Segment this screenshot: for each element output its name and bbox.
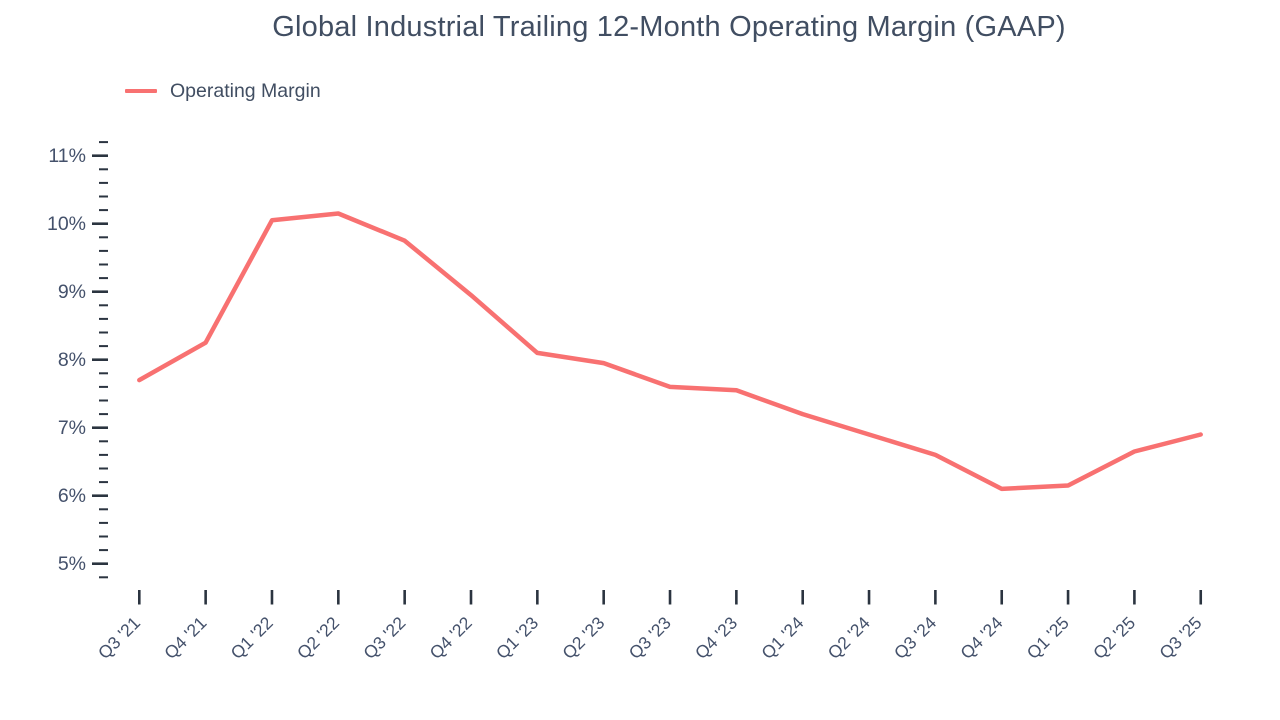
x-axis-label: Q1 '25 xyxy=(1023,613,1073,663)
x-axis-label: Q2 '22 xyxy=(293,613,343,663)
x-axis-label: Q2 '23 xyxy=(558,613,608,663)
y-axis-label: 6% xyxy=(58,485,86,507)
x-axis-label: Q4 '23 xyxy=(691,613,741,663)
x-axis-label: Q3 '22 xyxy=(359,613,409,663)
y-axis-label: 5% xyxy=(58,553,86,575)
x-axis-label: Q2 '25 xyxy=(1089,613,1139,663)
x-axis: Q3 '21 Q4 '21 Q1 '22 Q2 '22 Q3 '22 Q4 '22 Q1 '… xyxy=(94,590,1206,663)
legend: Operating Margin xyxy=(125,80,321,102)
y-axis-label: 9% xyxy=(58,281,86,303)
x-axis-label: Q3 '21 xyxy=(94,613,144,663)
chart-title: Global Industrial Trailing 12-Month Oper… xyxy=(272,11,1066,43)
x-axis-label: Q1 '24 xyxy=(757,612,807,662)
y-axis-label: 7% xyxy=(58,417,86,439)
x-axis-label: Q3 '23 xyxy=(625,613,675,663)
x-axis-label: Q3 '25 xyxy=(1155,613,1205,663)
y-axis-label: 8% xyxy=(58,349,86,371)
series-layer xyxy=(137,211,1203,492)
x-axis-label: Q2 '24 xyxy=(824,612,874,662)
x-axis-label: Q4 '21 xyxy=(160,613,210,663)
x-axis-label: Q3 '24 xyxy=(890,612,940,662)
x-axis-label: Q1 '22 xyxy=(227,613,277,663)
y-axis-label: 11% xyxy=(48,145,86,167)
operating-margin-line xyxy=(137,211,1203,492)
legend-line-swatch xyxy=(125,88,157,94)
y-axis-label: 10% xyxy=(47,213,86,235)
x-axis-label: Q1 '23 xyxy=(492,613,542,663)
legend-label: Operating Margin xyxy=(170,79,321,102)
x-axis-label: Q4 '24 xyxy=(956,612,1006,662)
x-axis-label: Q4 '22 xyxy=(426,613,476,663)
y-axis: 11% 10% 9% 8% 7% 6% 5% xyxy=(47,141,108,579)
